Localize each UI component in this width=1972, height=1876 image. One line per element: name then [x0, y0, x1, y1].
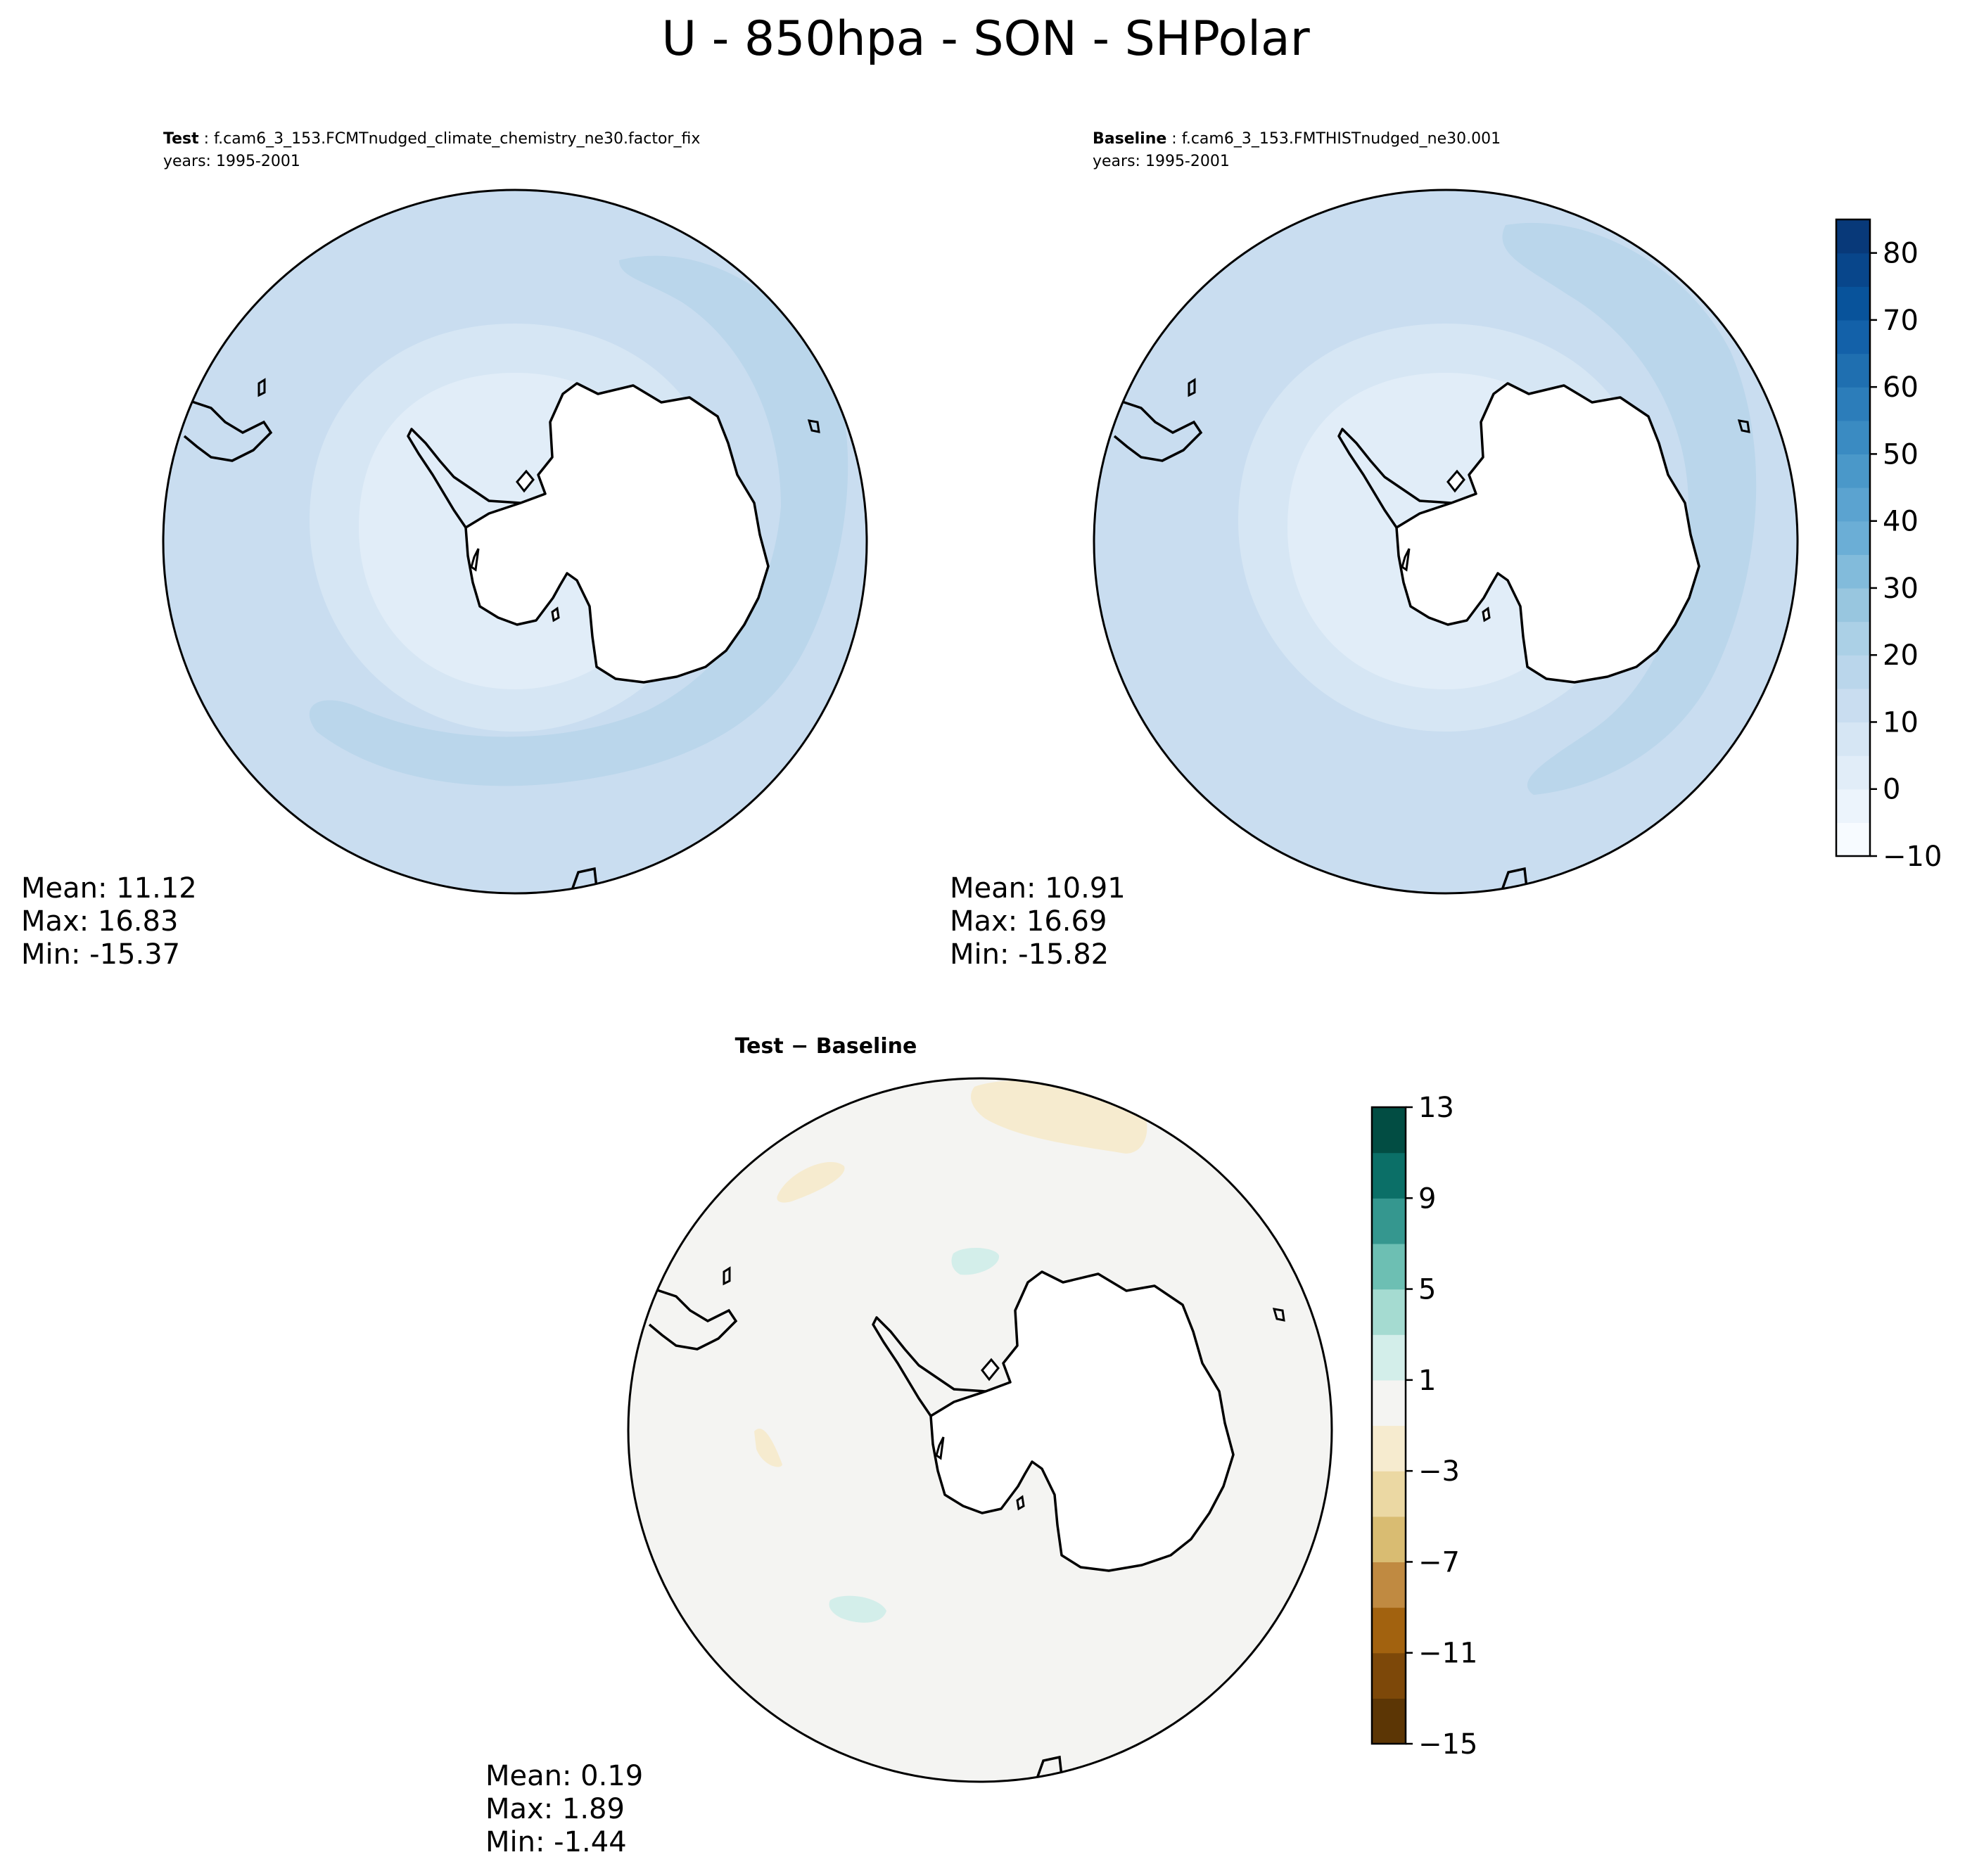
- blues-colorbar-tick-label: 40: [1883, 506, 1919, 538]
- brbg-colorbar-swatch: [1372, 1652, 1406, 1699]
- brbg-colorbar-swatch: [1372, 1152, 1406, 1199]
- test-label-bold: Test: [163, 130, 199, 148]
- brbg-colorbar-tick-label: −15: [1418, 1728, 1477, 1761]
- blues-colorbar-swatch: [1836, 621, 1870, 656]
- difference-max: Max: 1.89: [485, 1793, 625, 1825]
- blues-colorbar-swatch: [1836, 587, 1870, 623]
- blues-colorbar-swatch: [1836, 655, 1870, 689]
- brbg-colorbar-tick-label: −11: [1418, 1638, 1477, 1670]
- brbg-colorbar-swatch: [1372, 1516, 1406, 1563]
- blues-colorbar-swatch: [1836, 319, 1870, 355]
- brbg-colorbar-swatch: [1372, 1198, 1406, 1244]
- difference-panel-label: Test − Baseline: [735, 1034, 917, 1059]
- difference-map-border: [627, 1077, 1333, 1783]
- test-panel-label: Test : f.cam6_3_153.FCMTnudged_climate_c…: [163, 130, 700, 148]
- test-stats: Mean: 11.12 Max: 16.83 Min: -15.37: [21, 872, 197, 971]
- blues-colorbar-swatch: [1836, 454, 1870, 488]
- blues-colorbar-swatch: [1836, 722, 1870, 756]
- blues-colorbar-swatch: [1836, 688, 1870, 723]
- difference-stats: Mean: 0.19 Max: 1.89 Min: -1.44: [485, 1760, 643, 1858]
- blues-colorbar-swatch: [1836, 353, 1870, 388]
- brbg-colorbar-swatch: [1372, 1289, 1406, 1335]
- blues-colorbar-swatch: [1836, 253, 1870, 287]
- blues-colorbar-swatch: [1836, 420, 1870, 455]
- colorbar-blues: −10 0 10 20 30 40 50 60 70 80: [1835, 218, 1942, 873]
- test-coastlines: [183, 378, 820, 893]
- blues-colorbar-swatch: [1836, 755, 1870, 790]
- panel-baseline: Baseline : f.cam6_3_153.FMTHISTnudged_ne…: [950, 130, 1799, 971]
- baseline-mean: Mean: 10.91: [950, 872, 1126, 905]
- brbg-colorbar-tick-label: 9: [1418, 1182, 1436, 1215]
- test-min: Min: -15.37: [21, 938, 180, 971]
- brbg-colorbar-swatch: [1372, 1698, 1406, 1744]
- figure-title: U - 850hpa - SON - SHPolar: [661, 11, 1309, 67]
- blues-colorbar-tick-label: 50: [1883, 438, 1919, 471]
- brbg-colorbar-swatch: [1372, 1607, 1406, 1654]
- brbg-colorbar-border: [1370, 1106, 1407, 1745]
- brbg-colorbar-tick-label: −7: [1418, 1546, 1460, 1578]
- baseline-max: Max: 16.69: [950, 905, 1107, 938]
- blues-colorbar-swatch: [1836, 387, 1870, 421]
- blues-colorbar-swatch: [1836, 521, 1870, 555]
- test-label-case: : f.cam6_3_153.FCMTnudged_climate_chemis…: [199, 130, 701, 148]
- test-map-border: [162, 189, 868, 895]
- blues-colorbar-swatch: [1836, 789, 1870, 823]
- brbg-colorbar-tick-label: 5: [1418, 1274, 1436, 1306]
- brbg-colorbar-swatch: [1372, 1379, 1406, 1427]
- blues-colorbar-tick-label: 30: [1883, 573, 1919, 605]
- difference-mean: Mean: 0.19: [485, 1760, 643, 1792]
- baseline-panel-label: Baseline : f.cam6_3_153.FMTHISTnudged_ne…: [1093, 130, 1501, 148]
- blues-colorbar-tick-label: 60: [1883, 371, 1919, 404]
- blues-colorbar-swatch: [1836, 286, 1870, 321]
- blues-colorbar-tick-label: −10: [1883, 841, 1942, 873]
- difference-min: Min: -1.44: [485, 1826, 627, 1858]
- panel-test: Test : f.cam6_3_153.FCMTnudged_climate_c…: [21, 130, 868, 971]
- brbg-colorbar-swatch: [1372, 1425, 1406, 1472]
- baseline-min: Min: -15.82: [950, 938, 1109, 971]
- baseline-coastlines: [1113, 378, 1750, 893]
- blues-colorbar-tick-label: 10: [1883, 706, 1919, 739]
- test-mean: Mean: 11.12: [21, 872, 197, 905]
- blues-colorbar-swatch: [1836, 487, 1870, 522]
- brbg-colorbar-swatch: [1372, 1471, 1406, 1517]
- brbg-colorbar-tick-label: 13: [1418, 1092, 1454, 1124]
- difference-coastlines: [648, 1266, 1285, 1781]
- blues-colorbar-swatch: [1836, 219, 1870, 254]
- test-max: Max: 16.83: [21, 905, 178, 938]
- blues-colorbar-tick-label: 80: [1883, 238, 1919, 270]
- baseline-label-bold: Baseline: [1093, 130, 1166, 148]
- brbg-colorbar-tick-label: −3: [1418, 1455, 1460, 1488]
- brbg-colorbar-swatch: [1372, 1243, 1406, 1290]
- baseline-stats: Mean: 10.91 Max: 16.69 Min: -15.82: [950, 872, 1126, 971]
- blues-colorbar-tick-label: 70: [1883, 305, 1919, 337]
- blues-colorbar-tick-label: 20: [1883, 639, 1919, 672]
- blues-colorbar-border: [1835, 218, 1871, 857]
- baseline-panel-years: years: 1995-2001: [1093, 153, 1230, 170]
- baseline-label-case: : f.cam6_3_153.FMTHISTnudged_ne30.001: [1166, 130, 1501, 148]
- brbg-colorbar-swatch: [1372, 1562, 1406, 1608]
- panel-difference: Test − Baseline Mean: 0.19 Max: 1.89 Min…: [485, 1034, 1333, 1858]
- blues-colorbar-swatch: [1836, 822, 1870, 857]
- blues-colorbar-swatch: [1836, 554, 1870, 589]
- brbg-colorbar-swatch: [1372, 1107, 1406, 1154]
- brbg-colorbar-swatch: [1372, 1334, 1406, 1381]
- blues-colorbar-tick-label: 0: [1883, 774, 1900, 806]
- brbg-colorbar-tick-label: 1: [1418, 1365, 1436, 1397]
- test-panel-years: years: 1995-2001: [163, 153, 300, 170]
- colorbar-difference: −15 −11 −7 −3 1 5 9 13: [1370, 1092, 1477, 1761]
- baseline-map-border: [1093, 189, 1799, 895]
